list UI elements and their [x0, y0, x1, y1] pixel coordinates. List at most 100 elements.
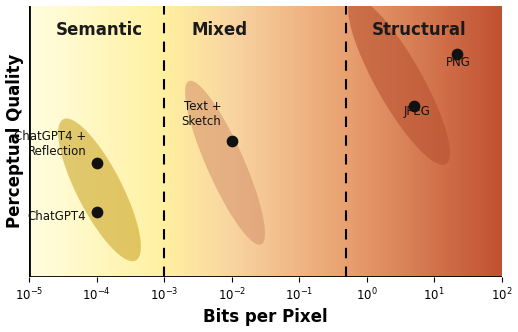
Bar	[480, 6, 482, 277]
Bar	[459, 6, 461, 277]
Bar	[282, 6, 283, 277]
Bar	[82, 6, 84, 277]
Bar	[60, 6, 61, 277]
Bar	[412, 6, 413, 277]
Bar	[256, 6, 257, 277]
Bar	[110, 6, 111, 277]
Bar	[465, 6, 466, 277]
Bar	[128, 6, 130, 277]
Bar	[306, 6, 307, 277]
Bar	[276, 6, 277, 277]
Bar	[470, 6, 471, 277]
Bar	[429, 6, 431, 277]
Text: Text +
Sketch: Text + Sketch	[182, 100, 221, 128]
Bar	[198, 6, 199, 277]
Text: PNG: PNG	[446, 56, 471, 69]
Bar	[377, 6, 378, 277]
Bar	[469, 6, 470, 277]
Bar	[116, 6, 117, 277]
Bar	[499, 6, 500, 277]
Bar	[170, 6, 171, 277]
Bar	[189, 6, 190, 277]
Bar	[439, 6, 440, 277]
Bar	[487, 6, 488, 277]
Bar	[260, 6, 261, 277]
Bar	[183, 6, 184, 277]
Bar	[178, 6, 179, 277]
Bar	[355, 6, 356, 277]
Bar	[395, 6, 397, 277]
Bar	[94, 6, 95, 277]
Bar	[204, 6, 205, 277]
Bar	[305, 6, 306, 277]
Bar	[33, 6, 34, 277]
Bar	[279, 6, 280, 277]
Bar	[51, 6, 52, 277]
Bar	[270, 6, 271, 277]
Bar	[373, 6, 374, 277]
Bar	[366, 6, 367, 277]
Bar	[230, 6, 231, 277]
Bar	[374, 6, 376, 277]
Bar	[309, 6, 310, 277]
Bar	[62, 6, 64, 277]
Bar	[252, 6, 254, 277]
Bar	[112, 6, 113, 277]
Bar	[191, 6, 192, 277]
Bar	[243, 6, 244, 277]
Bar	[262, 6, 263, 277]
Bar	[215, 6, 216, 277]
Bar	[148, 6, 149, 277]
Bar	[35, 6, 36, 277]
Bar	[436, 6, 437, 277]
Bar	[85, 6, 86, 277]
Polygon shape	[58, 119, 141, 261]
Bar	[156, 6, 157, 277]
Bar	[294, 6, 295, 277]
Bar	[424, 6, 425, 277]
Bar	[47, 6, 48, 277]
Bar	[352, 6, 353, 277]
Bar	[367, 6, 368, 277]
Bar	[453, 6, 454, 277]
Bar	[154, 6, 156, 277]
Bar	[420, 6, 421, 277]
Bar	[432, 6, 433, 277]
Bar	[236, 6, 237, 277]
Bar	[221, 6, 222, 277]
Bar	[70, 6, 72, 277]
Bar	[197, 6, 198, 277]
Bar	[354, 6, 355, 277]
Text: Structural: Structural	[372, 21, 467, 39]
Bar	[494, 6, 495, 277]
Bar	[359, 6, 360, 277]
Bar	[59, 6, 60, 277]
Bar	[142, 6, 144, 277]
Bar	[254, 6, 255, 277]
Bar	[342, 6, 343, 277]
Point	[227, 138, 236, 144]
Bar	[76, 6, 77, 277]
Bar	[192, 6, 194, 277]
Bar	[407, 6, 408, 277]
Bar	[451, 6, 452, 277]
Bar	[228, 6, 229, 277]
Bar	[162, 6, 163, 277]
Bar	[365, 6, 366, 277]
Bar	[216, 6, 217, 277]
Bar	[234, 6, 235, 277]
Bar	[474, 6, 476, 277]
Bar	[304, 6, 305, 277]
Bar	[328, 6, 329, 277]
Bar	[67, 6, 68, 277]
Bar	[135, 6, 136, 277]
Bar	[325, 6, 326, 277]
Bar	[296, 6, 297, 277]
Bar	[220, 6, 221, 277]
Bar	[31, 6, 32, 277]
Bar	[408, 6, 410, 277]
Bar	[102, 6, 103, 277]
Bar	[347, 6, 348, 277]
Bar	[272, 6, 274, 277]
Bar	[364, 6, 365, 277]
